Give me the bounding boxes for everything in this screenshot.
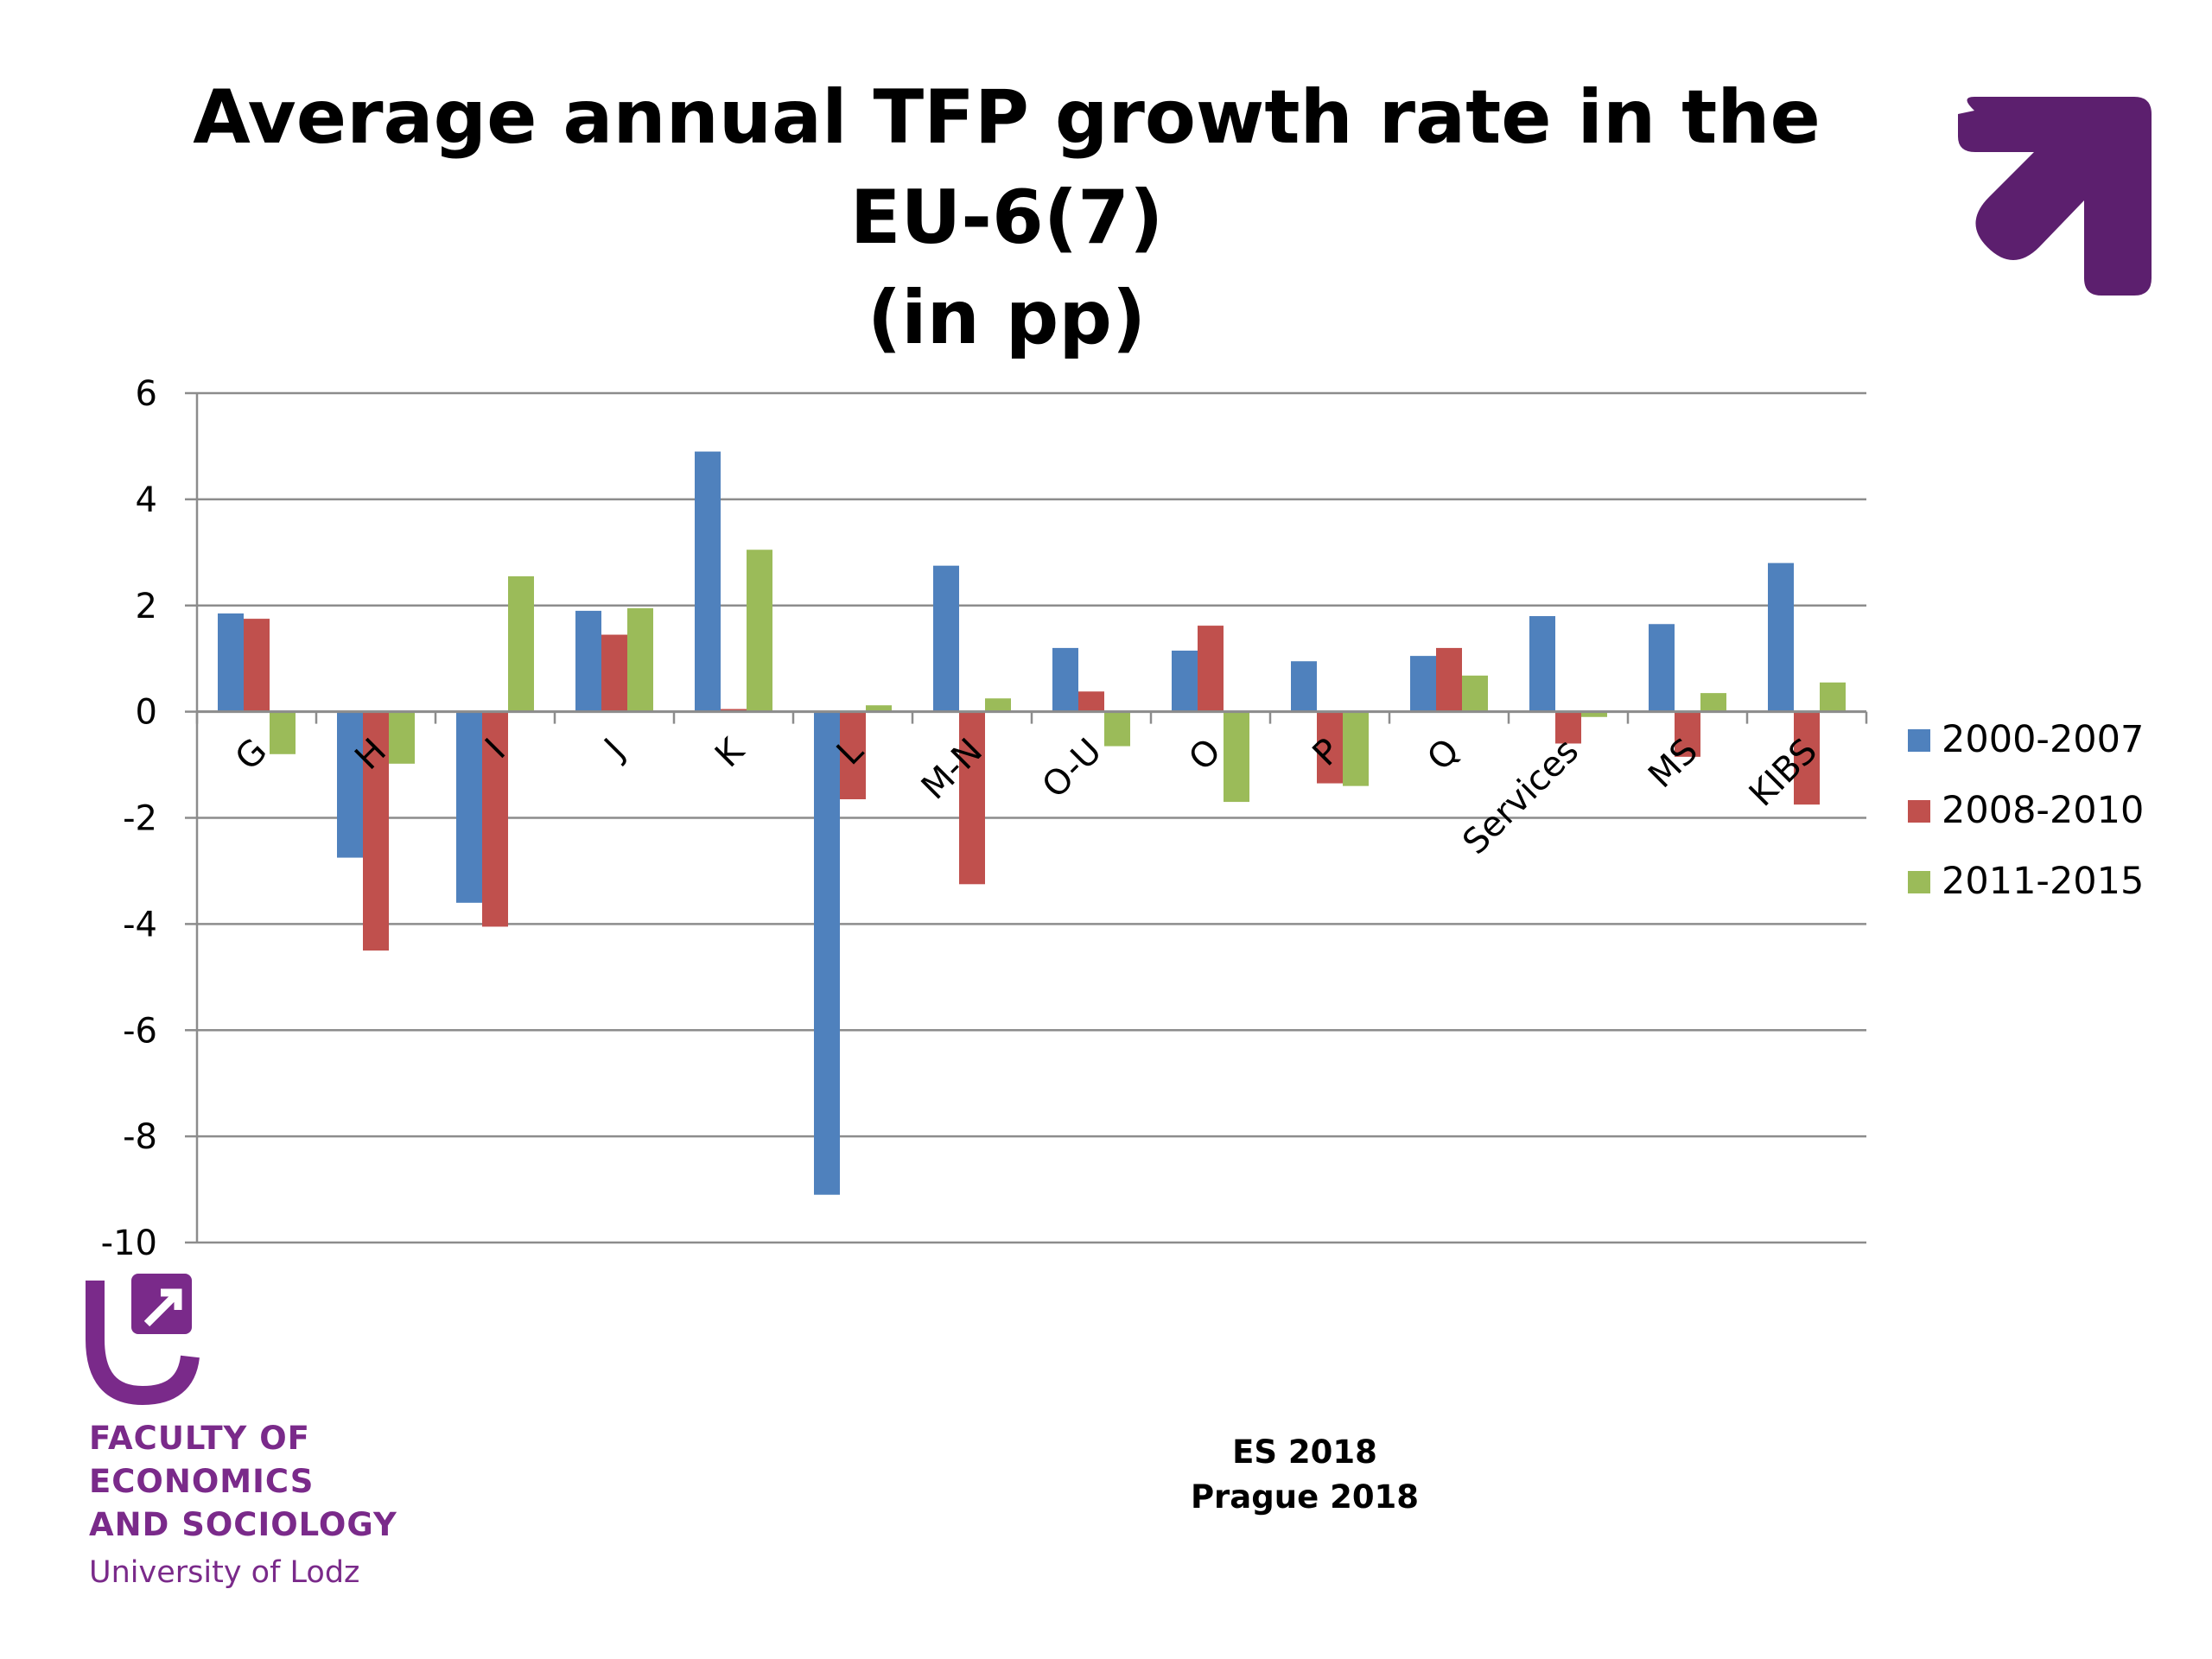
- bar-2008-2010-P: [1317, 711, 1343, 784]
- bar-2000-2007-K: [695, 451, 721, 712]
- title-line-1: Average annual TFP growth rate in the EU…: [193, 74, 1821, 261]
- legend-swatch-2008-2010: [1908, 800, 1930, 823]
- bar-2000-2007-Q: [1410, 656, 1436, 712]
- x-tick-label: O-U: [1035, 731, 1109, 805]
- bar-2008-2010-I: [482, 711, 508, 927]
- bar-2000-2007-P: [1291, 661, 1317, 712]
- y-tick-label: -8: [123, 1117, 157, 1157]
- y-tick-label: 4: [136, 480, 157, 520]
- logo-university-name: University of Lodz: [89, 1555, 360, 1590]
- bar-2011-2015-K: [747, 550, 772, 712]
- bar-2008-2010-J: [601, 634, 627, 712]
- bar-2011-2015-MS: [1700, 693, 1726, 712]
- x-tick-label: K: [708, 730, 753, 775]
- y-axis-tick-labels: 6 4 2 0 -2 -4 -6 -8 -10: [101, 374, 157, 1263]
- x-tick-label: J: [595, 731, 632, 768]
- x-tick-label: O: [1181, 731, 1229, 779]
- legend-swatch-2011-2015: [1908, 871, 1930, 893]
- legend-label: 2000-2007: [1942, 718, 2144, 761]
- chart-gridlines: [197, 391, 1866, 1244]
- bar-2008-2010-L: [840, 711, 866, 799]
- y-tick-label: 6: [136, 374, 157, 414]
- bar-2008-2010-MS: [1675, 711, 1700, 757]
- bar-2011-2015-H: [389, 711, 415, 764]
- y-tick-label: 2: [136, 587, 157, 626]
- bar-2008-2010-O-U: [1078, 691, 1104, 712]
- bar-2011-2015-Q: [1462, 675, 1488, 712]
- bar-2000-2007-G: [218, 613, 244, 712]
- bar-2000-2007-KIBS: [1768, 563, 1794, 712]
- legend-swatch-2000-2007: [1908, 729, 1930, 752]
- bar-2011-2015-L: [866, 705, 892, 712]
- bar-2011-2015-I: [508, 575, 534, 712]
- chart-bars: [218, 451, 1846, 1195]
- bar-2008-2010-KIBS: [1794, 711, 1820, 805]
- title-line-2: (in pp): [867, 275, 1147, 361]
- chart-axes: [185, 391, 1868, 1244]
- bar-2000-2007-M-N: [933, 565, 959, 712]
- y-tick-label: -10: [101, 1224, 157, 1263]
- bar-2000-2007-I: [456, 711, 482, 903]
- bar-2011-2015-KIBS: [1820, 682, 1846, 712]
- bar-2008-2010-O: [1198, 626, 1224, 712]
- bar-2008-2010-Q: [1436, 647, 1462, 712]
- bar-2000-2007-O-U: [1052, 647, 1078, 712]
- bar-2011-2015-P: [1343, 711, 1369, 786]
- slide-title: Average annual TFP growth rate in the EU…: [130, 67, 1884, 368]
- bar-2000-2007-MS: [1649, 624, 1675, 712]
- arrow-up-right-icon: [1958, 97, 2152, 296]
- bar-2008-2010-G: [244, 619, 270, 712]
- slide-footer: ES 2018 Prague 2018: [1132, 1430, 1478, 1520]
- bar-2011-2015-Services: [1581, 711, 1607, 717]
- university-logo-icon: [86, 1274, 200, 1406]
- bar-2000-2007-Services: [1529, 616, 1555, 712]
- x-tick-label: Services: [1455, 731, 1586, 862]
- bar-2000-2007-H: [337, 711, 363, 858]
- bar-2008-2010-H: [363, 711, 389, 951]
- footer-line-1: ES 2018: [1232, 1433, 1377, 1471]
- chart-legend: 2000-2007 2008-2010 2011-2015: [1908, 718, 2144, 903]
- bar-2011-2015-G: [270, 711, 296, 754]
- footer-line-2: Prague 2018: [1190, 1478, 1420, 1516]
- legend-label: 2011-2015: [1942, 860, 2144, 903]
- bar-2011-2015-M-N: [985, 698, 1011, 712]
- bar-2008-2010-M-N: [959, 711, 985, 885]
- bar-2011-2015-O: [1224, 711, 1249, 803]
- y-tick-label: 0: [136, 693, 157, 733]
- x-tick-label: G: [228, 731, 275, 778]
- bar-2008-2010-K: [721, 709, 747, 712]
- bar-2000-2007-L: [814, 711, 840, 1195]
- bar-2008-2010-Services: [1555, 711, 1581, 744]
- legend-label: 2008-2010: [1942, 789, 2144, 832]
- y-tick-label: -4: [123, 905, 157, 944]
- faculty-logo-text: FACULTY OF ECONOMICS AND SOCIOLOGY Unive…: [89, 1417, 397, 1593]
- y-tick-label: -6: [123, 1011, 157, 1051]
- y-tick-label: -2: [123, 799, 157, 839]
- logo-line-3: AND SOCIOLOGY: [89, 1506, 397, 1543]
- logo-line-2: ECONOMICS: [89, 1463, 315, 1500]
- x-tick-label: Q: [1420, 731, 1467, 779]
- bar-2000-2007-O: [1172, 650, 1198, 712]
- logo-line-1: FACULTY OF: [89, 1420, 310, 1457]
- bar-2000-2007-J: [575, 610, 601, 712]
- bar-2011-2015-O-U: [1104, 711, 1130, 747]
- bar-2011-2015-J: [627, 607, 653, 712]
